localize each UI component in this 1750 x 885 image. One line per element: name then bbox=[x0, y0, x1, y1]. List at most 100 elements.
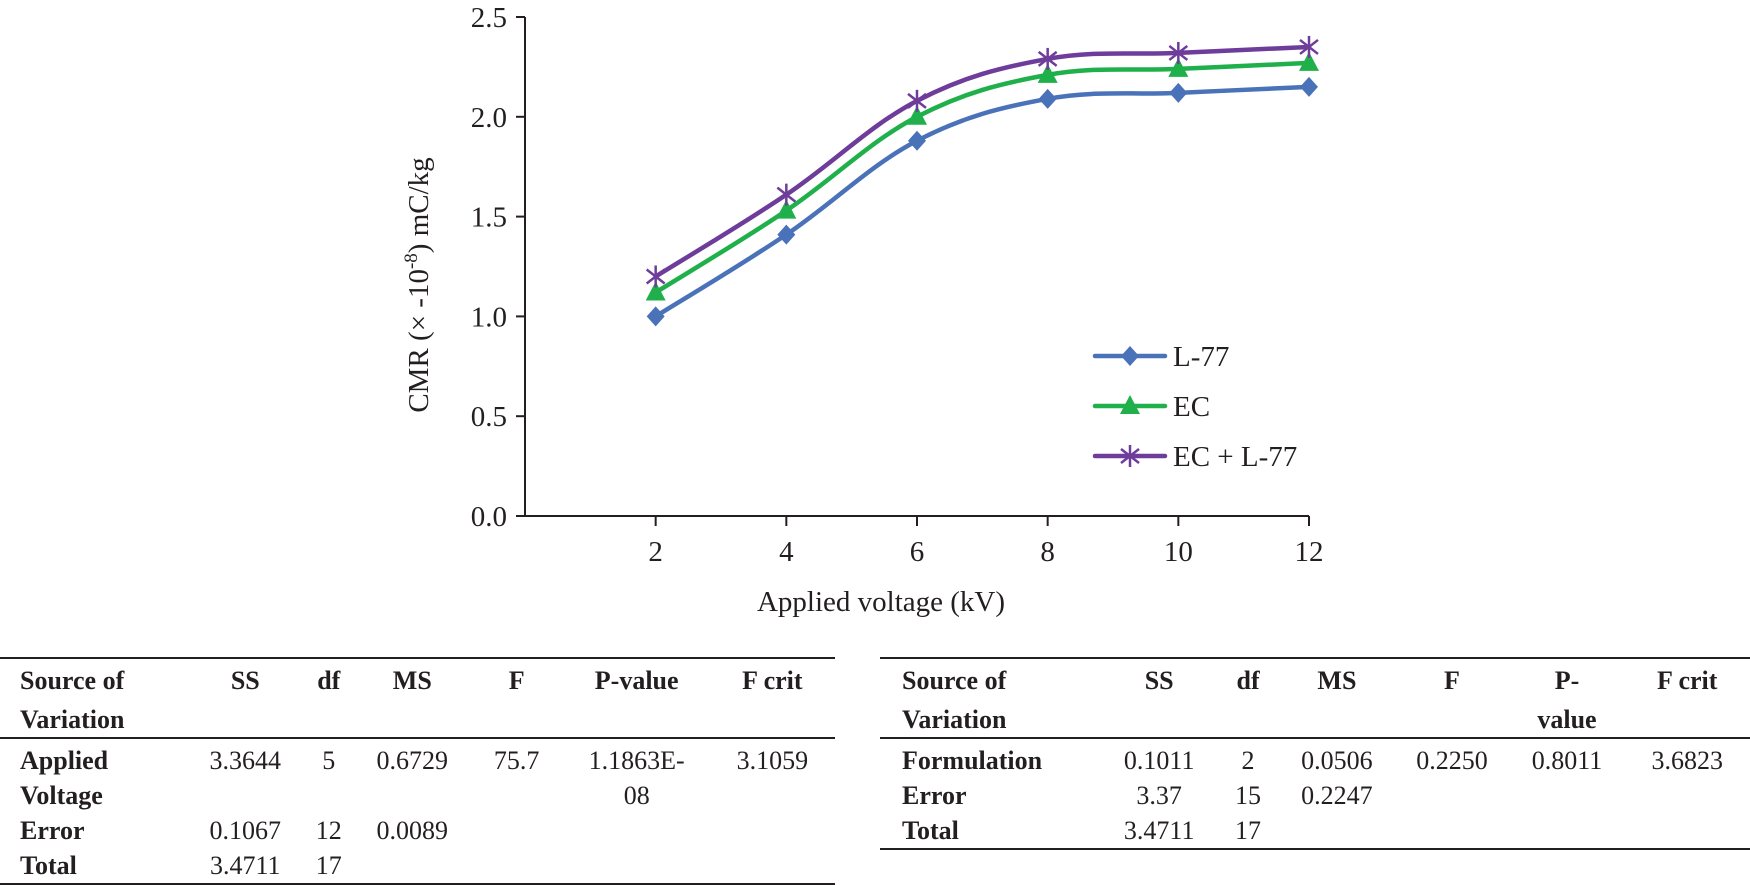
right-table-header-cell: df bbox=[1216, 657, 1280, 698]
left-table-cell: 3.3644 bbox=[209, 746, 282, 775]
data-point-ec bbox=[776, 199, 797, 219]
right-table-header-cell bbox=[1101, 698, 1217, 739]
left-table-header-cell: P-value bbox=[563, 657, 710, 698]
right-table-header-cell bbox=[1216, 698, 1280, 739]
right-table-cell: 0.2250 bbox=[1416, 746, 1488, 775]
cmr-line-chart: 0.0 0.5 1.0 1.5 2.0 2.5 2 4 6 8 10 12 L-77 EC EC + L… bbox=[401, 2, 1324, 618]
y-axis-ticks: 0.0 0.5 1.0 1.5 2.0 2.5 bbox=[471, 2, 525, 533]
left-table-cell: 1.1863E- bbox=[588, 746, 685, 775]
left-table-header-cell: MS bbox=[354, 657, 470, 698]
data-point-l-77 bbox=[1038, 88, 1057, 109]
y-axis-label-superscript: -8 bbox=[401, 253, 422, 269]
right-table-row: Error 3.37 15 0.2247 bbox=[880, 778, 1750, 813]
left-table-header-row: Variation bbox=[0, 698, 835, 739]
left-table-cell: Applied bbox=[20, 746, 109, 775]
right-table-header-cell: F crit bbox=[1624, 657, 1750, 698]
data-point-ec bbox=[1037, 63, 1058, 83]
data-point-l-77 bbox=[1300, 76, 1318, 97]
left-table-row: Voltage 08 bbox=[0, 778, 835, 813]
left-table-cell bbox=[564, 813, 710, 848]
right-table-header-cell: MS bbox=[1279, 657, 1395, 698]
data-point-ec bbox=[1168, 57, 1189, 77]
right-table-row: Formulation 0.1011 2 0.0506 0.2250 0.8011 3.68… bbox=[880, 738, 1750, 778]
data-point-ec-l-77 bbox=[907, 89, 927, 112]
left-table-header-cell: SS bbox=[187, 657, 303, 698]
right-table-header-row: Source of SS df MS F P- F crit bbox=[880, 657, 1750, 698]
right-table-cell: 0.0506 bbox=[1301, 746, 1373, 775]
left-table-header-cell bbox=[563, 698, 710, 739]
left-table-cell bbox=[470, 778, 564, 813]
left-table-cell: Error bbox=[20, 816, 85, 845]
legend-marker-l-77 bbox=[1121, 346, 1139, 366]
right-table-cell bbox=[1624, 778, 1750, 813]
left-table-cell: 0.0089 bbox=[376, 816, 449, 845]
data-point-ec-l-77 bbox=[1168, 41, 1189, 64]
left-table-row: Error 0.1067 12 0.0089 bbox=[0, 813, 835, 848]
left-table-cell: 3.4711 bbox=[187, 848, 303, 885]
right-table-cell: Error bbox=[902, 781, 967, 810]
legend-marker-ec-l-77 bbox=[1120, 445, 1140, 467]
left-table-cell bbox=[188, 778, 303, 813]
left-table-header-cell bbox=[469, 698, 564, 739]
x-tick-label: 2 bbox=[648, 536, 663, 568]
data-point-ec bbox=[645, 281, 666, 301]
left-table-cell bbox=[563, 848, 710, 885]
right-table-cell: 17 bbox=[1216, 813, 1280, 850]
data-point-ec bbox=[1299, 51, 1319, 71]
anova-table-formulation: Source of SS df MS F P- F crit Variation value F… bbox=[880, 657, 1750, 850]
left-table-cell: 0.1067 bbox=[209, 816, 282, 845]
right-table-header-cell: Variation bbox=[880, 698, 1102, 739]
right-table-cell bbox=[1509, 813, 1625, 850]
right-table-cell: 15 bbox=[1235, 781, 1262, 810]
right-table-cell bbox=[1624, 813, 1750, 850]
left-table-row: Applied 3.3644 5 0.6729 75.7 1.1863E- 3.1059 bbox=[0, 738, 835, 778]
left-table-cell bbox=[303, 778, 355, 813]
right-table-cell: Formulation bbox=[902, 746, 1043, 775]
right-table-cell: 3.6823 bbox=[1651, 746, 1723, 775]
series-line-l-77 bbox=[653, 84, 1312, 319]
right-table-row: Total 3.4711 17 bbox=[880, 813, 1750, 850]
x-axis-ticks: 2 4 6 8 10 12 bbox=[648, 516, 1324, 568]
right-table-header-cell bbox=[1279, 698, 1395, 739]
left-table-cell: Total bbox=[0, 848, 188, 885]
y-tick-label: 2.5 bbox=[471, 2, 507, 34]
y-tick-label: 1.0 bbox=[471, 301, 507, 333]
data-point-l-77 bbox=[646, 306, 665, 327]
left-table-cell bbox=[354, 848, 470, 885]
left-table-cell bbox=[710, 778, 835, 813]
data-point-l-77 bbox=[1169, 82, 1188, 103]
left-table-cell: 75.7 bbox=[493, 746, 540, 775]
left-table-header-cell bbox=[302, 698, 355, 739]
x-axis-label: Applied voltage (kV) bbox=[757, 586, 1005, 618]
left-table-header-cell: df bbox=[302, 657, 355, 698]
right-table-cell: 0.8011 bbox=[1531, 746, 1603, 775]
right-table-header-cell bbox=[1394, 698, 1510, 739]
right-table-header-cell: P- bbox=[1509, 657, 1625, 698]
right-table-header-cell bbox=[1624, 698, 1750, 739]
left-table-header-cell bbox=[187, 698, 303, 739]
left-table-row: Total 3.4711 17 bbox=[0, 848, 835, 885]
y-tick-label: 1.5 bbox=[471, 202, 507, 234]
right-table-header-cell: Source of bbox=[880, 657, 1102, 698]
left-table-cell bbox=[355, 778, 470, 813]
x-tick-label: 4 bbox=[779, 536, 794, 568]
right-table-cell: 3.4711 bbox=[1101, 813, 1217, 850]
x-tick-label: 10 bbox=[1164, 536, 1193, 568]
y-tick-label: 0.0 bbox=[471, 501, 507, 533]
right-table-cell: Total bbox=[880, 813, 1102, 850]
right-table-cell bbox=[1509, 778, 1624, 813]
left-table-header-cell: Variation bbox=[0, 698, 188, 739]
legend-label-ec: EC bbox=[1173, 391, 1210, 423]
x-tick-label: 8 bbox=[1040, 536, 1055, 568]
left-table-cell: 08 bbox=[623, 781, 650, 810]
legend-marker-ec bbox=[1120, 395, 1140, 414]
data-point-ec-l-77 bbox=[1299, 35, 1319, 58]
data-point-l-77 bbox=[908, 130, 926, 151]
right-table-cell bbox=[1394, 778, 1509, 813]
series-line-ec bbox=[653, 60, 1312, 295]
y-axis-label: CMR (× -10-8) mC/kg bbox=[401, 157, 435, 412]
series-lines bbox=[653, 44, 1312, 319]
right-table-cell: 0.1011 bbox=[1123, 746, 1195, 775]
left-table-header-cell: Source of bbox=[0, 657, 188, 698]
left-table-cell: 0.6729 bbox=[376, 746, 449, 775]
